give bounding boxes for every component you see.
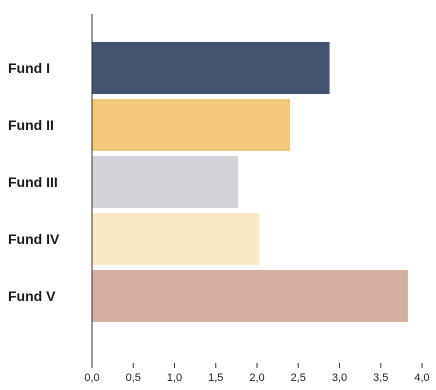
category-label-fund-iii: Fund III	[8, 174, 58, 190]
x-tick-label: 0,5	[126, 372, 141, 384]
category-label-fund-iv: Fund IV	[8, 231, 60, 247]
category-label-fund-i: Fund I	[8, 60, 50, 76]
x-tick-label: 1,5	[208, 372, 223, 384]
x-tick-label: 2,0	[249, 372, 264, 384]
x-tick-label: 1,0	[167, 372, 182, 384]
bars-layer	[92, 42, 408, 322]
bar-fund-v	[92, 270, 408, 322]
category-labels: Fund I Fund II Fund III Fund IV Fund V	[8, 60, 60, 304]
bar-fund-iii	[92, 156, 239, 208]
x-axis: 0,0 0,5 1,0 1,5 2,0 2,5 3,0 3,5 4,0	[84, 363, 430, 384]
x-tick-label: 3,0	[332, 372, 347, 384]
x-tick-label: 4,0	[414, 372, 429, 384]
x-tick-label: 3,5	[373, 372, 388, 384]
bar-fund-ii	[92, 99, 290, 151]
x-tick-label: 0,0	[84, 372, 99, 384]
bar-fund-iv	[92, 213, 260, 265]
category-label-fund-v: Fund V	[8, 288, 56, 304]
category-label-fund-ii: Fund II	[8, 117, 54, 133]
bar-fund-i	[92, 42, 330, 94]
x-tick-label: 2,5	[291, 372, 306, 384]
